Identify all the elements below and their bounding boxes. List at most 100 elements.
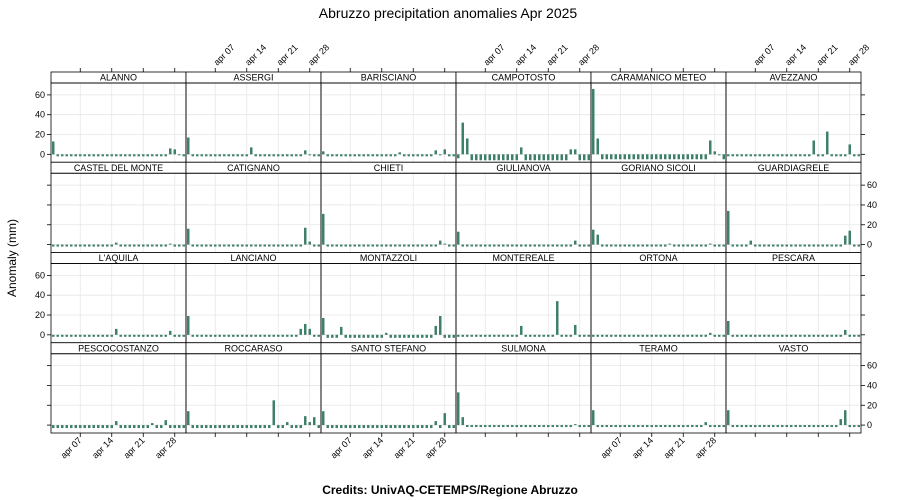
data-bar [776, 334, 779, 337]
data-bar [398, 334, 401, 338]
data-bar [740, 244, 743, 247]
data-bar [187, 411, 190, 426]
data-bar [754, 425, 757, 428]
y-tick-label: 20 [35, 310, 45, 320]
data-bar [133, 425, 136, 429]
data-bar [736, 425, 739, 428]
data-bar [718, 425, 721, 428]
data-bar [443, 243, 446, 245]
x-tick-label: apr 14 [243, 42, 268, 67]
data-bar [416, 154, 419, 157]
data-bar [290, 154, 293, 157]
data-bar [533, 244, 536, 247]
data-bar [731, 334, 734, 337]
data-bar [457, 392, 460, 426]
data-bar [848, 425, 851, 428]
data-bar [412, 334, 415, 338]
data-bar [830, 334, 833, 337]
data-bar [799, 425, 802, 428]
data-bar [718, 154, 721, 156]
data-bar [385, 244, 388, 247]
data-bar [484, 334, 487, 337]
data-bar [223, 425, 226, 429]
data-bar [137, 425, 140, 429]
data-bar [371, 154, 374, 157]
data-bar [295, 425, 298, 429]
data-bar [808, 154, 811, 157]
data-bar [304, 227, 307, 245]
data-bar [245, 154, 248, 157]
data-bar [349, 154, 352, 157]
data-bar [565, 425, 568, 428]
data-bar [763, 154, 766, 157]
data-bar [155, 425, 158, 429]
data-bar [848, 334, 851, 337]
data-bar [124, 425, 127, 429]
data-bar [254, 425, 257, 429]
data-bar [839, 154, 842, 157]
data-bar [74, 154, 77, 157]
data-bar [479, 425, 482, 428]
data-bar [700, 334, 703, 337]
data-bar [232, 244, 235, 247]
data-bar [128, 334, 131, 337]
data-bar [259, 334, 262, 337]
data-bar [569, 149, 572, 155]
data-bar [106, 244, 109, 247]
data-bar [79, 154, 82, 157]
data-bar [151, 334, 154, 337]
data-bar [133, 244, 136, 247]
data-bar [803, 425, 806, 428]
data-bar [488, 244, 491, 247]
data-bar [358, 425, 361, 429]
data-bar [439, 425, 442, 429]
data-bar [398, 244, 401, 247]
data-bar [826, 131, 829, 155]
data-bar [268, 334, 271, 337]
data-bar [430, 154, 433, 157]
data-bar [299, 328, 302, 335]
data-bar [583, 244, 586, 247]
data-bar [434, 244, 437, 247]
data-bar [236, 334, 239, 337]
data-bar [839, 334, 842, 337]
data-bar [326, 244, 329, 247]
x-tick-label: apr 07 [599, 435, 624, 460]
data-bar [529, 334, 532, 337]
data-bar [686, 244, 689, 247]
data-bar [565, 244, 568, 247]
data-bar [641, 154, 644, 160]
data-bar [146, 425, 149, 429]
data-bar [857, 154, 860, 157]
data-bar [596, 425, 599, 428]
data-bar [322, 411, 325, 426]
data-bar [106, 154, 109, 157]
data-bar [466, 425, 469, 428]
data-bar [353, 244, 356, 247]
data-bar [511, 334, 514, 337]
data-bar [434, 421, 437, 426]
data-bar [826, 244, 829, 247]
data-bar [718, 334, 721, 337]
y-tick-label: 60 [35, 90, 45, 100]
data-bar [821, 334, 824, 337]
data-bar [214, 334, 217, 337]
data-bar [520, 244, 523, 247]
data-bar [65, 334, 68, 337]
data-bar [610, 334, 613, 337]
data-bar [317, 244, 320, 247]
data-bar [754, 244, 757, 247]
data-bar [655, 334, 658, 337]
data-bar [839, 419, 842, 426]
data-bar [691, 425, 694, 428]
data-bar [749, 154, 752, 157]
x-tick-label: apr 28 [423, 435, 448, 460]
panel-strip-label: PESCARA [772, 253, 815, 263]
data-bar [628, 244, 631, 247]
data-bar [776, 244, 779, 247]
data-bar [745, 244, 748, 247]
data-bar [106, 425, 109, 429]
data-bar [173, 425, 176, 429]
data-bar [655, 244, 658, 247]
data-bar [592, 88, 595, 155]
